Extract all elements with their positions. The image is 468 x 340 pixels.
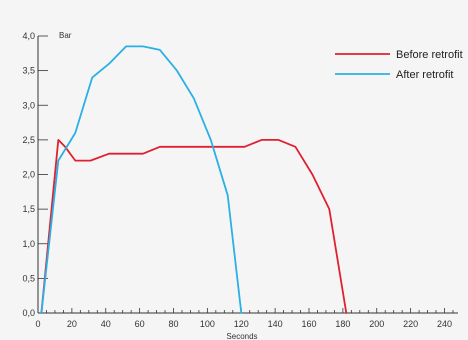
y-tick-label: 2,0 <box>22 170 35 180</box>
x-tick-label: 20 <box>67 319 77 329</box>
x-axis-label: Seconds <box>226 332 257 340</box>
x-tick-label: 140 <box>268 319 283 329</box>
y-tick-label: 1,5 <box>22 204 35 214</box>
x-tick-label: 80 <box>168 319 178 329</box>
axes <box>37 35 458 314</box>
legend: Before retrofit After retrofit <box>335 49 463 81</box>
x-tick-label: 0 <box>35 319 40 329</box>
legend-label: Before retrofit <box>396 49 463 61</box>
y-tick-label: 0,0 <box>22 308 35 318</box>
y-tick-label: 3,0 <box>22 100 35 110</box>
x-tick-label: 200 <box>369 319 384 329</box>
y-tick-label: 4,0 <box>22 31 35 41</box>
x-tick-label: 60 <box>135 319 145 329</box>
x-tick-label: 160 <box>301 319 316 329</box>
x-tick-label: 120 <box>234 319 249 329</box>
series-line-after-retrofit <box>40 45 243 314</box>
x-tick-label: 180 <box>335 319 350 329</box>
y-tick-label: 3,5 <box>22 66 35 76</box>
tick-labels: 0 20 40 60 80 100 120 140 160 180 200 220 240 0,0 0,5 1… <box>22 31 452 329</box>
x-tick-label: 100 <box>200 319 215 329</box>
x-tick-label: 240 <box>437 319 452 329</box>
series-lines <box>40 45 348 314</box>
x-tick-label: 40 <box>101 319 111 329</box>
y-tick-label: 2,5 <box>22 135 35 145</box>
y-axis-label: Bar <box>59 31 72 40</box>
x-tick-label: 220 <box>403 319 418 329</box>
series-line-before-retrofit <box>40 138 348 314</box>
y-tick-label: 0,5 <box>22 273 35 283</box>
legend-label: After retrofit <box>396 69 453 81</box>
y-tick-label: 1,0 <box>22 239 35 249</box>
